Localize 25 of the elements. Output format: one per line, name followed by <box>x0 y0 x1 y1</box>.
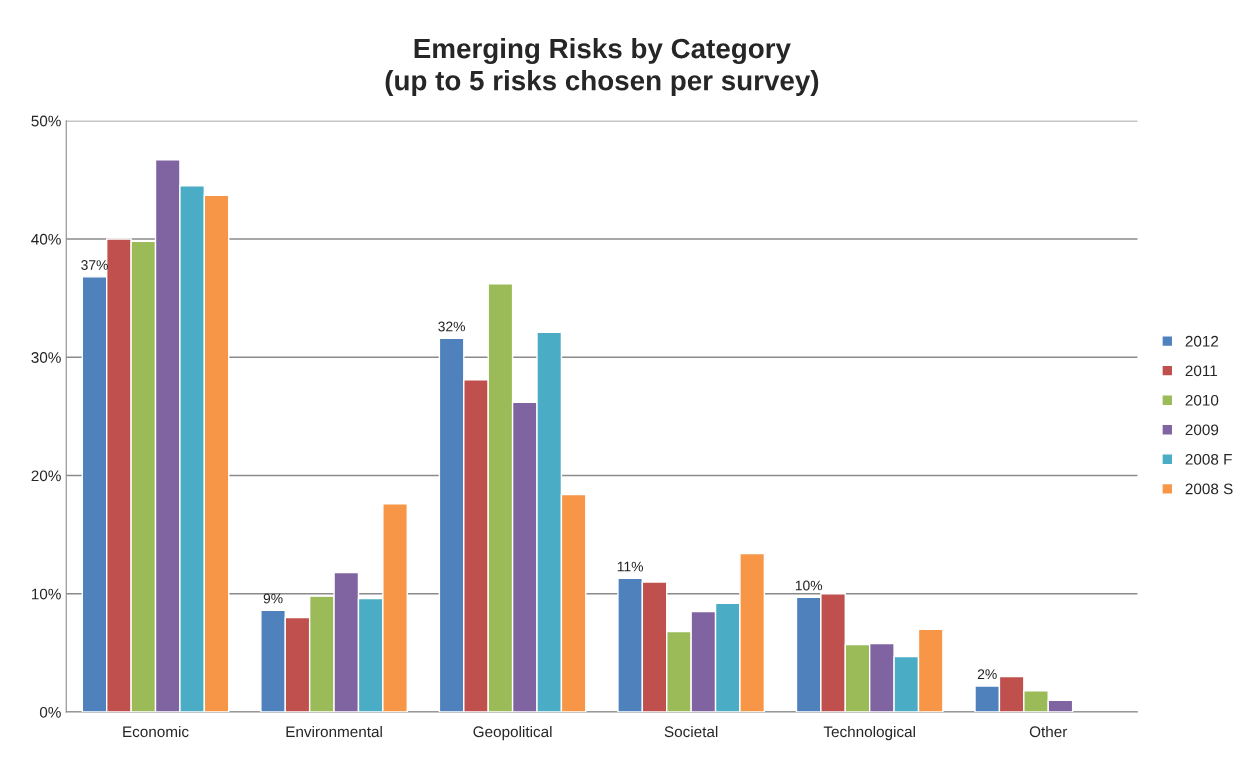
data-label: 32% <box>438 321 466 332</box>
y-tick-label: 0% <box>39 706 61 718</box>
data-label: 10% <box>795 580 823 591</box>
data-label: 2% <box>977 669 997 680</box>
y-tick-label: 20% <box>31 470 61 482</box>
data-label: 37% <box>81 260 108 270</box>
legend-label: 2011 <box>1185 365 1217 377</box>
x-tick-label: Geopolitical <box>473 725 552 741</box>
x-tick-label: Other <box>1029 725 1068 738</box>
y-tick-label: 30% <box>31 352 61 363</box>
chart-title: Emerging Risks by Category (up to 5 risks chosen per survey) <box>385 37 819 96</box>
legend-label: 2008 S <box>1185 483 1233 495</box>
x-tick-label: Environmental <box>286 725 382 738</box>
legend-label: 2010 <box>1185 394 1219 406</box>
data-label: 9% <box>263 593 283 604</box>
legend-label: 2008 F <box>1185 453 1232 465</box>
y-tick-label: 10% <box>31 588 61 600</box>
data-label: 11% <box>617 561 644 572</box>
y-tick-label: 50% <box>31 115 61 127</box>
y-tick-label: 40% <box>31 233 61 245</box>
legend-label: 2012 <box>1185 335 1219 347</box>
x-tick-label: Economic <box>123 725 189 738</box>
x-tick-label: Societal <box>664 725 718 738</box>
x-tick-label: Technological <box>823 725 915 741</box>
legend-label: 2009 <box>1185 424 1219 436</box>
